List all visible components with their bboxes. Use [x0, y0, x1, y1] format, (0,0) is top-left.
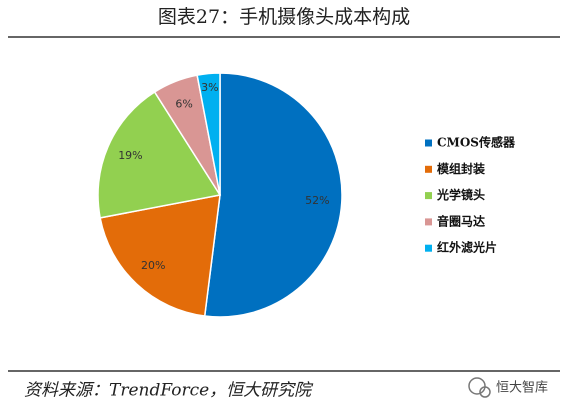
- chart-title: 图表27：手机摄像头成本构成: [158, 6, 410, 28]
- pie-slice: [196, 72, 221, 196]
- legend-swatch: [425, 244, 432, 252]
- data-label: 6%: [175, 97, 192, 110]
- legend-label: 红外滤光片: [437, 240, 497, 255]
- legend-swatch: [425, 139, 432, 147]
- data-label: 20%: [141, 259, 165, 272]
- legend-label: 音圈马达: [437, 213, 485, 228]
- legend-swatch: [425, 218, 432, 226]
- pie-slice: [97, 90, 222, 219]
- data-label: 3%: [201, 81, 218, 94]
- data-label: 52%: [305, 194, 329, 207]
- legend-label: 模组封装: [437, 161, 485, 176]
- pie-slice: [203, 72, 343, 318]
- legend-label: CMOS传感器: [437, 135, 516, 150]
- watermark: 恒大智库: [496, 380, 548, 396]
- legend-swatch: [425, 192, 432, 200]
- legend-swatch: [425, 165, 432, 173]
- data-label: 19%: [118, 149, 142, 162]
- legend-label: 光学镜头: [436, 187, 485, 202]
- source: 资料来源：TrendForce，恒大研究院: [24, 381, 314, 401]
- pie-slice: [99, 194, 221, 317]
- watermark-icon: [468, 377, 491, 398]
